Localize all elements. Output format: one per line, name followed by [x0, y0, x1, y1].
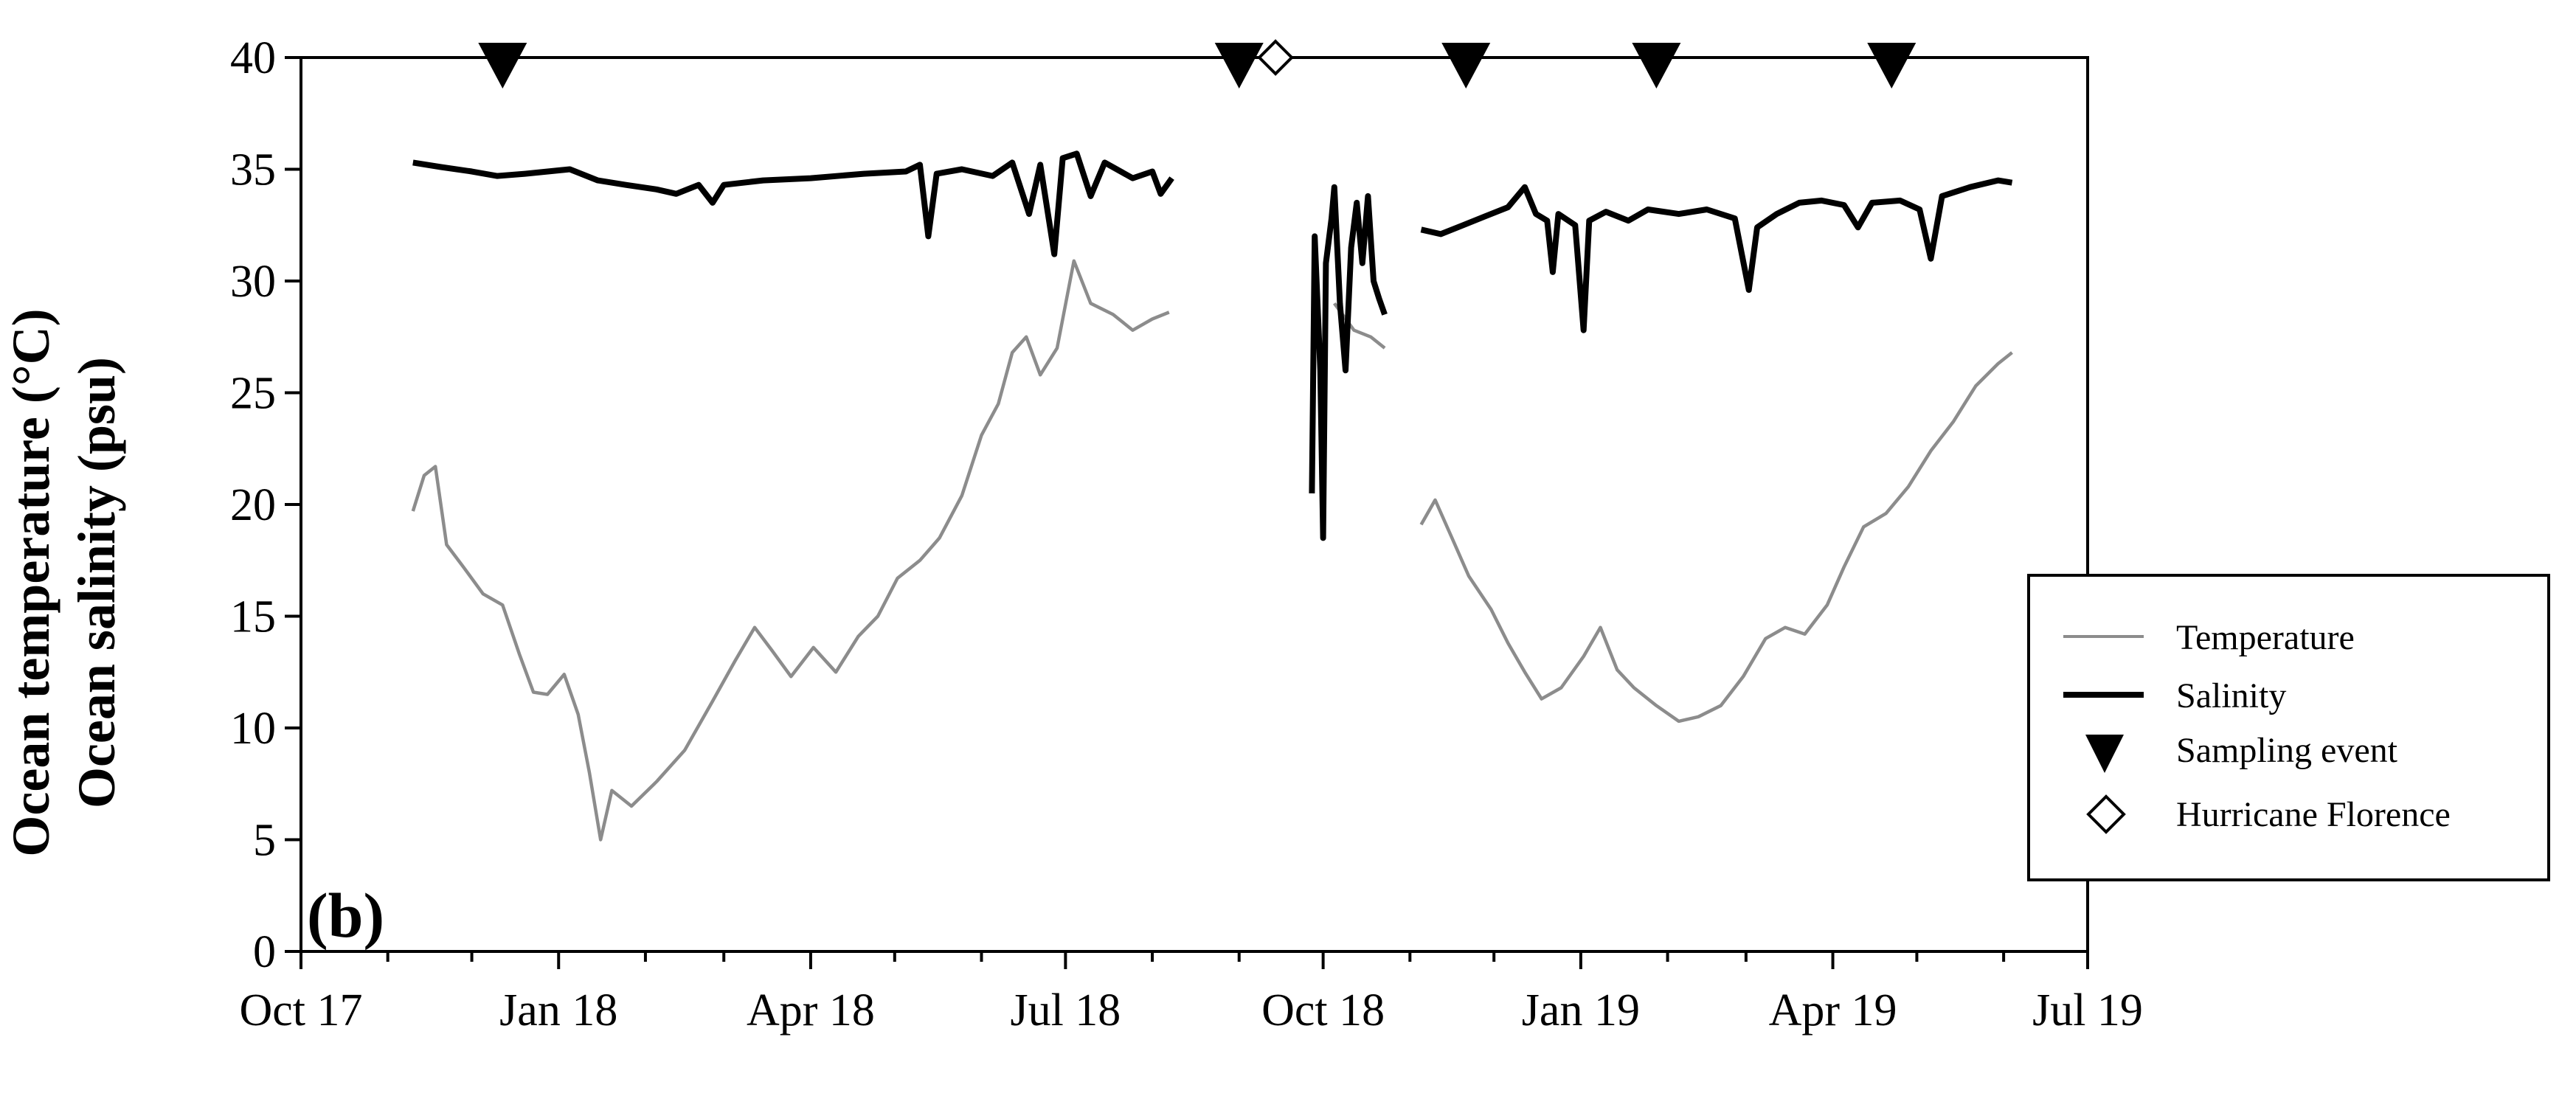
x-tick-label: Jul 18	[1010, 985, 1121, 1036]
legend: Temperature Salinity Sampling event Hurr…	[2027, 574, 2550, 881]
sampling-event-marker	[1214, 43, 1264, 89]
temperature-line	[1419, 351, 2013, 724]
sampling-event-marker	[478, 43, 527, 89]
y-axis-label-line-1: Ocean temperature (°C)	[1, 308, 60, 856]
x-tick-label: Jan 19	[1522, 985, 1640, 1036]
temperature-line	[1332, 302, 1386, 350]
legend-sampling-event-symbol	[2085, 735, 2124, 773]
y-tick-label: 20	[230, 480, 276, 530]
salinity-line	[412, 150, 1174, 257]
x-tick-label: Jan 18	[499, 985, 617, 1036]
x-tick-label: Oct 18	[1261, 985, 1385, 1036]
legend-temperature-label: Temperature	[2176, 618, 2355, 657]
sampling-event-marker	[1867, 43, 1917, 89]
sampling-event-marker	[1632, 43, 1681, 89]
y-tick-label: 30	[230, 257, 276, 307]
y-tick-label: 10	[230, 704, 276, 754]
x-tick-label: Jul 19	[2032, 985, 2143, 1036]
panel-label: (b)	[307, 880, 384, 951]
salinity-line	[1309, 184, 1388, 541]
y-tick-label: 5	[253, 816, 276, 866]
plot-frame	[300, 56, 2089, 953]
y-tick-label: 0	[253, 927, 276, 977]
y-tick-label: 40	[230, 33, 276, 83]
temperature-line	[411, 259, 1170, 842]
x-tick-label: Apr 18	[747, 985, 875, 1036]
y-tick-label: 35	[230, 145, 276, 195]
y-tick-label: 15	[230, 592, 276, 642]
legend-hurricane-florence-symbol	[2086, 794, 2126, 834]
sampling-event-marker	[1441, 43, 1491, 89]
legend-hurricane-florence-label: Hurricane Florence	[2176, 795, 2451, 834]
salinity-line	[1420, 177, 2013, 333]
legend-box	[2027, 574, 2550, 881]
hurricane-florence-marker	[1257, 39, 1294, 76]
x-tick-label: Oct 17	[239, 985, 362, 1036]
plot-area: 0 5 10 15 20 25 30 35 40 Oct 17 Jan 18 Apr 18 Jul 18…	[230, 33, 2143, 1036]
x-tick-label: Apr 19	[1769, 985, 1897, 1036]
legend-sampling-event-label: Sampling event	[2176, 731, 2398, 770]
y-axis-label-line-2: Ocean salinity (psu)	[67, 357, 126, 808]
legend-salinity-label: Salinity	[2176, 676, 2286, 715]
y-tick-label: 25	[230, 369, 276, 419]
